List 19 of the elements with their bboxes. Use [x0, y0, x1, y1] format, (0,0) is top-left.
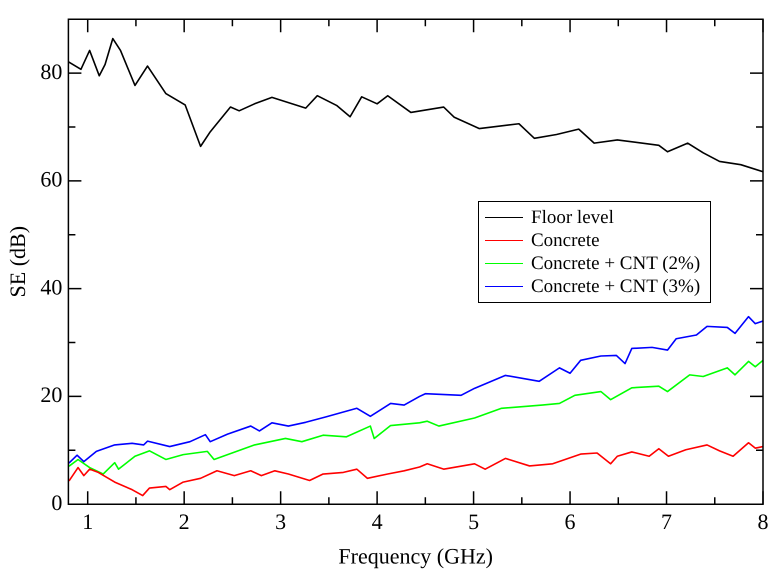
y-tick-label: 20 — [40, 382, 62, 408]
legend-label: Concrete + CNT (3%) — [531, 274, 700, 298]
x-tick-label: 8 — [758, 509, 768, 534]
legend-label: Concrete — [531, 228, 600, 252]
x-tick-label: 4 — [372, 509, 383, 534]
x-tick-label: 2 — [178, 509, 190, 534]
y-tick-label: 60 — [40, 166, 62, 192]
x-tick-label: 3 — [275, 509, 286, 534]
x-tick-label: 1 — [82, 509, 94, 534]
y-tick-label: 0 — [51, 490, 62, 515]
legend-label: Concrete + CNT (2%) — [531, 252, 700, 275]
x-axis-title: Frequency (GHz) — [338, 544, 493, 569]
x-tick-label: 7 — [661, 509, 672, 534]
legend-label: Floor level — [531, 206, 614, 229]
x-tick-label: 6 — [564, 509, 576, 534]
x-tick-label: 5 — [468, 509, 480, 534]
y-tick-label: 80 — [40, 58, 62, 84]
y-tick-label: 40 — [40, 274, 62, 300]
y-axis-title: SE (dB) — [4, 226, 30, 298]
